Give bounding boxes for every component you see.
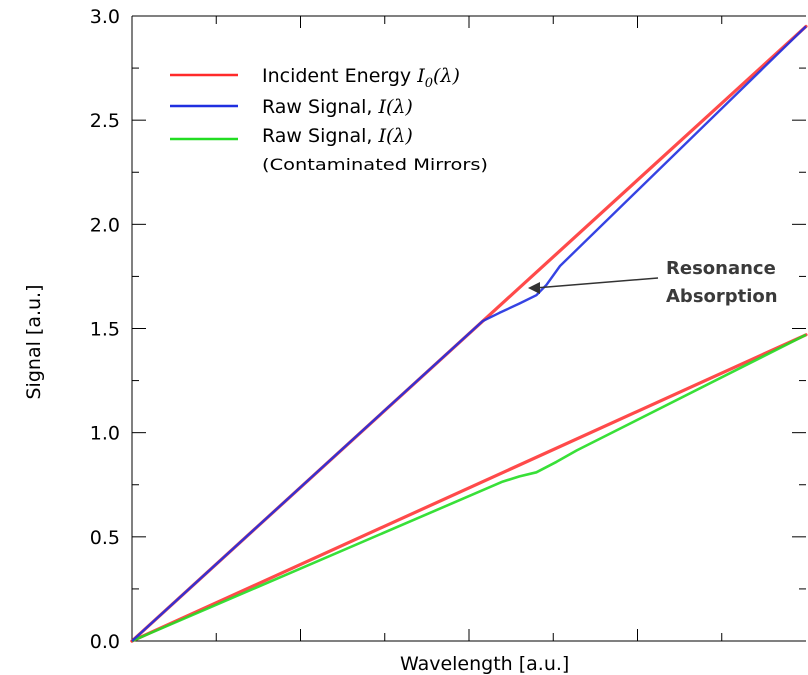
y-tick-label: 1.0 — [90, 423, 120, 445]
y-tick-label: 0.5 — [90, 527, 120, 549]
legend-raw-arg: (λ) — [386, 96, 413, 118]
annotation-arrow — [534, 277, 659, 289]
legend-contam-arg: (λ) — [386, 125, 413, 147]
annotation-arrowhead — [528, 282, 540, 294]
legend-incident-sub: 0 — [425, 76, 433, 91]
y-axis-tick-labels: 0.0 0.5 1.0 1.5 2.0 2.5 3.0 — [90, 6, 120, 653]
y-tick-label: 0.0 — [90, 631, 120, 653]
legend-incident-prefix: Incident Energy — [262, 65, 417, 87]
legend: Incident Energy I0(λ) Raw Signal, I(λ) R… — [170, 65, 488, 174]
legend-label-contaminated: Raw Signal, I(λ) — [262, 125, 413, 147]
y-tick-label: 3.0 — [90, 6, 120, 28]
legend-contam-symbol: I — [377, 125, 386, 147]
legend-incident-arg: (λ) — [433, 65, 460, 87]
annotation-line-2: Absorption — [666, 286, 778, 307]
y-axis-ticks — [132, 15, 806, 642]
resonance-annotation: Resonance Absorption — [528, 258, 778, 307]
legend-raw-symbol: I — [377, 96, 386, 118]
legend-raw-prefix: Raw Signal, — [262, 96, 378, 118]
annotation-line-1: Resonance — [666, 258, 776, 279]
y-axis-label: Signal [a.u.] — [23, 285, 45, 400]
series-layer — [130, 24, 808, 643]
legend-label-incident: Incident Energy I0(λ) — [262, 65, 460, 91]
series-contaminated-line — [131, 333, 807, 643]
y-tick-label: 2.5 — [90, 110, 120, 132]
series-raw-line — [131, 25, 807, 642]
x-axis-label: Wavelength [a.u.] — [400, 653, 569, 675]
legend-incident-symbol: I — [416, 65, 425, 87]
legend-note-contaminated: (Contaminated Mirrors) — [262, 155, 488, 174]
series-incident-line — [130, 333, 808, 643]
legend-label-raw: Raw Signal, I(λ) — [262, 96, 413, 118]
y-tick-label: 2.0 — [90, 214, 120, 236]
legend-contam-prefix: Raw Signal, — [262, 125, 378, 147]
x-axis-ticks — [215, 16, 723, 641]
y-tick-label: 1.5 — [90, 319, 120, 341]
